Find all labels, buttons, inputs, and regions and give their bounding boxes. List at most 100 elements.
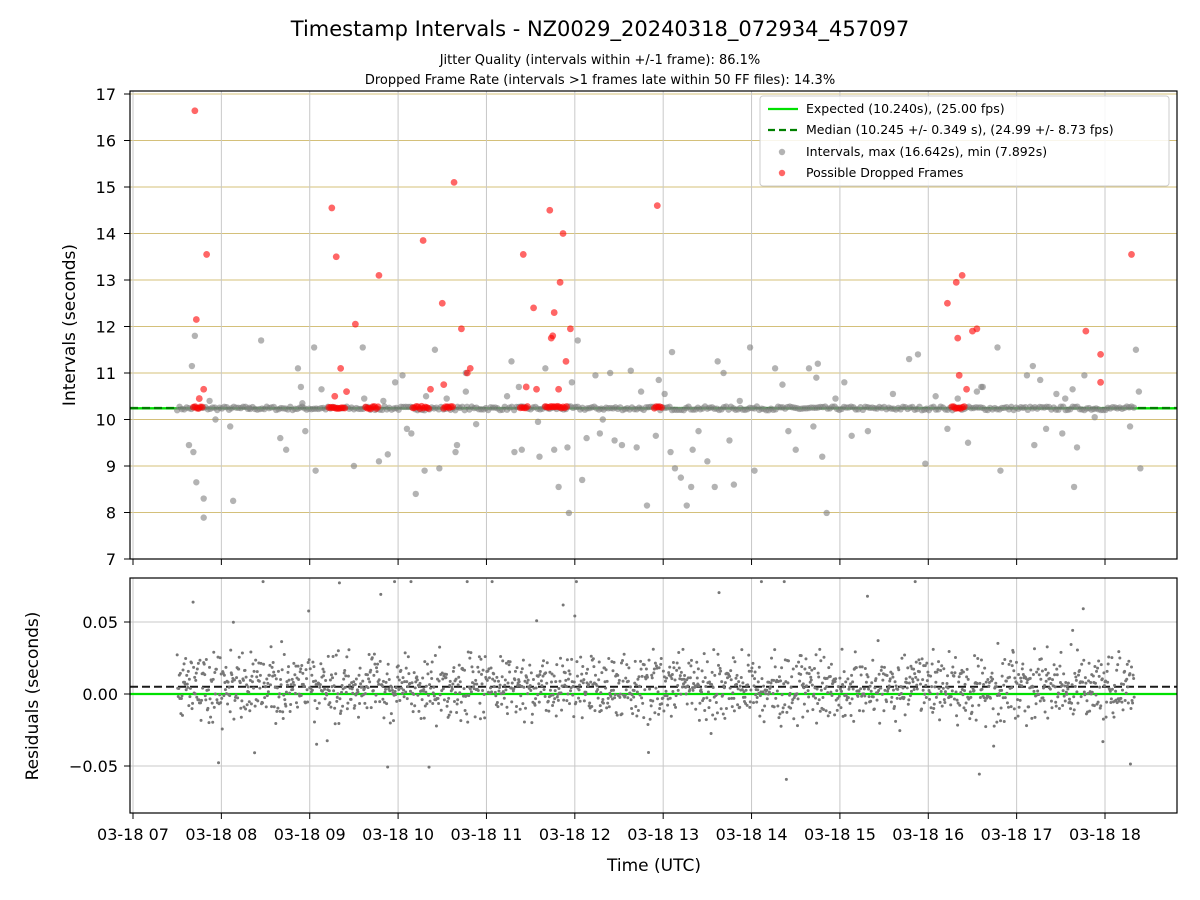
residual-point (890, 672, 894, 676)
residual-point (675, 668, 679, 672)
residual-point (347, 683, 351, 687)
dropped-frame-point (973, 325, 981, 333)
residual-point (561, 603, 565, 607)
residual-point (371, 689, 375, 693)
residual-point (780, 666, 784, 670)
residual-point (795, 692, 799, 696)
interval-point (318, 386, 325, 393)
residual-point (849, 713, 853, 717)
residual-point (239, 706, 243, 710)
residual-point (425, 702, 429, 706)
residual-point (699, 688, 703, 692)
residual-point (203, 673, 207, 677)
residual-point (700, 669, 704, 673)
residual-point (312, 665, 316, 669)
residual-point (579, 679, 583, 683)
residual-point (193, 692, 197, 696)
residual-point (983, 666, 987, 670)
residual-point (592, 665, 596, 669)
residual-point (931, 647, 935, 651)
residual-point (623, 693, 627, 697)
residual-point (1100, 677, 1104, 681)
top-dropped-points (189, 107, 1135, 412)
residual-point (268, 683, 272, 687)
residual-point (464, 694, 468, 698)
residual-point (684, 692, 688, 696)
residual-point (419, 717, 423, 721)
residual-point (749, 669, 753, 673)
interval-point (302, 427, 309, 435)
residual-point (513, 669, 517, 673)
residual-point (404, 666, 408, 670)
residual-point (378, 659, 382, 663)
residual-point (498, 683, 502, 687)
residual-point (401, 676, 405, 680)
residual-point (735, 682, 739, 686)
residual-point (524, 706, 528, 710)
residual-point (383, 690, 387, 694)
residual-point (194, 678, 198, 682)
residual-point (492, 685, 496, 689)
residual-point (593, 709, 597, 713)
residual-point (646, 723, 650, 727)
residual-point (403, 651, 407, 655)
residual-point (933, 685, 937, 689)
residual-point (753, 677, 757, 681)
residual-point (251, 662, 255, 666)
residual-point (294, 664, 298, 668)
residual-point (468, 687, 472, 691)
residual-point (1132, 695, 1136, 699)
interval-point (534, 418, 542, 426)
residual-point (350, 687, 354, 691)
residual-point (492, 672, 496, 676)
residual-point (650, 673, 654, 677)
residual-point (336, 692, 340, 696)
residual-point (1119, 696, 1123, 700)
residual-point (905, 686, 909, 690)
residual-point (387, 677, 391, 681)
residual-point (817, 698, 821, 702)
residual-point (332, 684, 336, 688)
dropped-frame-point (653, 202, 661, 210)
residual-point (775, 689, 779, 693)
residual-point (349, 697, 353, 701)
residual-point (584, 690, 588, 694)
residual-point (903, 713, 907, 717)
residual-point (751, 701, 755, 705)
residual-point (534, 697, 538, 701)
residual-point (786, 659, 790, 663)
residual-point (912, 667, 916, 671)
residual-point (596, 696, 600, 700)
residual-point (310, 688, 314, 692)
residual-point (869, 699, 873, 703)
top-y-tick-label: 10 (96, 411, 116, 430)
residual-point (310, 673, 314, 677)
residual-point (177, 687, 181, 691)
residual-point (746, 663, 750, 667)
residual-point (904, 677, 908, 681)
residual-point (502, 696, 506, 700)
residual-point (261, 580, 265, 584)
residual-point (992, 724, 996, 728)
residual-point (986, 677, 990, 681)
residual-point (178, 671, 182, 675)
residual-point (1075, 648, 1079, 652)
residual-point (673, 678, 677, 682)
residual-point (736, 703, 740, 707)
residual-point (802, 686, 806, 690)
interval-point (1053, 390, 1060, 398)
residual-point (384, 680, 388, 684)
chart-title: Timestamp Intervals - NZ0029_20240318_07… (290, 17, 909, 42)
interval-point (779, 381, 786, 388)
residual-point (247, 690, 251, 694)
residual-point (376, 662, 380, 666)
residual-point (647, 658, 651, 662)
residual-point (204, 657, 208, 661)
residual-point (924, 683, 928, 687)
x-axis-label: Time (UTC) (606, 856, 701, 876)
interval-point (652, 432, 660, 439)
interval-point (1062, 395, 1069, 402)
residual-point (408, 689, 412, 693)
residual-point (1132, 676, 1136, 680)
residual-point (959, 691, 963, 695)
